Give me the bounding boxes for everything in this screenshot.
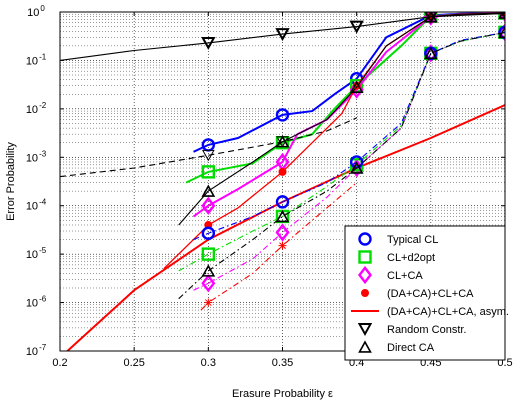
- series-12: [178, 12, 505, 226]
- grid: [60, 12, 505, 351]
- series-marker: [275, 209, 290, 223]
- legend-item: (DA+CA)+CL+CA, asym.: [351, 306, 509, 318]
- series-marker: [349, 80, 364, 93]
- series-marker: [204, 298, 213, 307]
- series-line: [60, 117, 357, 178]
- x-tick-label: 0.25: [123, 357, 144, 369]
- legend-item: Direct CA: [358, 340, 435, 354]
- series-marker: [423, 46, 438, 60]
- legend-label: CL+d2opt: [387, 252, 435, 264]
- legend-item: CL+d2opt: [358, 250, 435, 264]
- series-marker: [201, 184, 216, 197]
- series-marker: [201, 165, 216, 179]
- series-line: [178, 31, 505, 300]
- series-marker: [275, 223, 290, 242]
- legend-item: (DA+CA)+CL+CA: [361, 288, 474, 300]
- series-line: [178, 12, 505, 226]
- series-line: [200, 182, 358, 311]
- series-marker: [275, 135, 290, 148]
- series-10: [178, 25, 505, 300]
- series-marker: [275, 28, 290, 42]
- y-axis-label: Error Probability: [5, 142, 17, 221]
- series-line: [193, 31, 505, 241]
- series-marker: [201, 149, 215, 162]
- plot-series: [60, 12, 505, 351]
- legend: Typical CL CL+d2opt CL+CA (DA+CA)+CL+CA (DA+…: [344, 225, 509, 361]
- series-marker: [201, 264, 216, 277]
- legend-marker: [358, 340, 372, 353]
- legend-marker: [358, 232, 372, 246]
- legend-marker: [358, 250, 372, 264]
- series-marker: [278, 167, 287, 176]
- legend-item: CL+CA: [357, 265, 423, 285]
- legend-label: Random Constr.: [387, 324, 466, 336]
- x-tick-label: 0.35: [272, 357, 293, 369]
- legend-label: (DA+CA)+CL+CA, asym.: [387, 306, 509, 318]
- legend-item: Typical CL: [358, 232, 438, 246]
- x-axis-label: Erasure Probability ε: [232, 388, 333, 400]
- series-marker: [498, 25, 505, 40]
- legend-marker: [357, 265, 373, 285]
- x-tick-label: 0.3: [201, 357, 216, 369]
- legend-label: Typical CL: [387, 234, 438, 246]
- legend-marker: [357, 323, 373, 337]
- series-marker: [498, 25, 505, 39]
- series-marker: [201, 196, 216, 215]
- series-marker: [275, 195, 290, 209]
- legend-label: Direct CA: [387, 342, 435, 354]
- series-marker: [201, 226, 216, 240]
- series-marker: [201, 274, 216, 293]
- series-marker: [201, 247, 216, 261]
- legend-box: [344, 225, 506, 361]
- series-9: [200, 182, 358, 311]
- legend-marker: [361, 289, 369, 297]
- series-marker: [275, 108, 290, 122]
- legend-item: Random Constr.: [357, 323, 466, 337]
- x-tick-label: 0.2: [52, 357, 67, 369]
- series-marker: [498, 12, 505, 19]
- series-line: [178, 31, 505, 272]
- series-marker: [349, 79, 364, 93]
- series-marker: [349, 161, 364, 174]
- series-marker: [423, 12, 438, 23]
- series-marker: [278, 241, 287, 250]
- series-marker: [201, 36, 216, 50]
- series-marker: [349, 20, 364, 34]
- legend-label: (DA+CA)+CL+CA: [387, 288, 474, 300]
- legend-label: CL+CA: [387, 270, 423, 282]
